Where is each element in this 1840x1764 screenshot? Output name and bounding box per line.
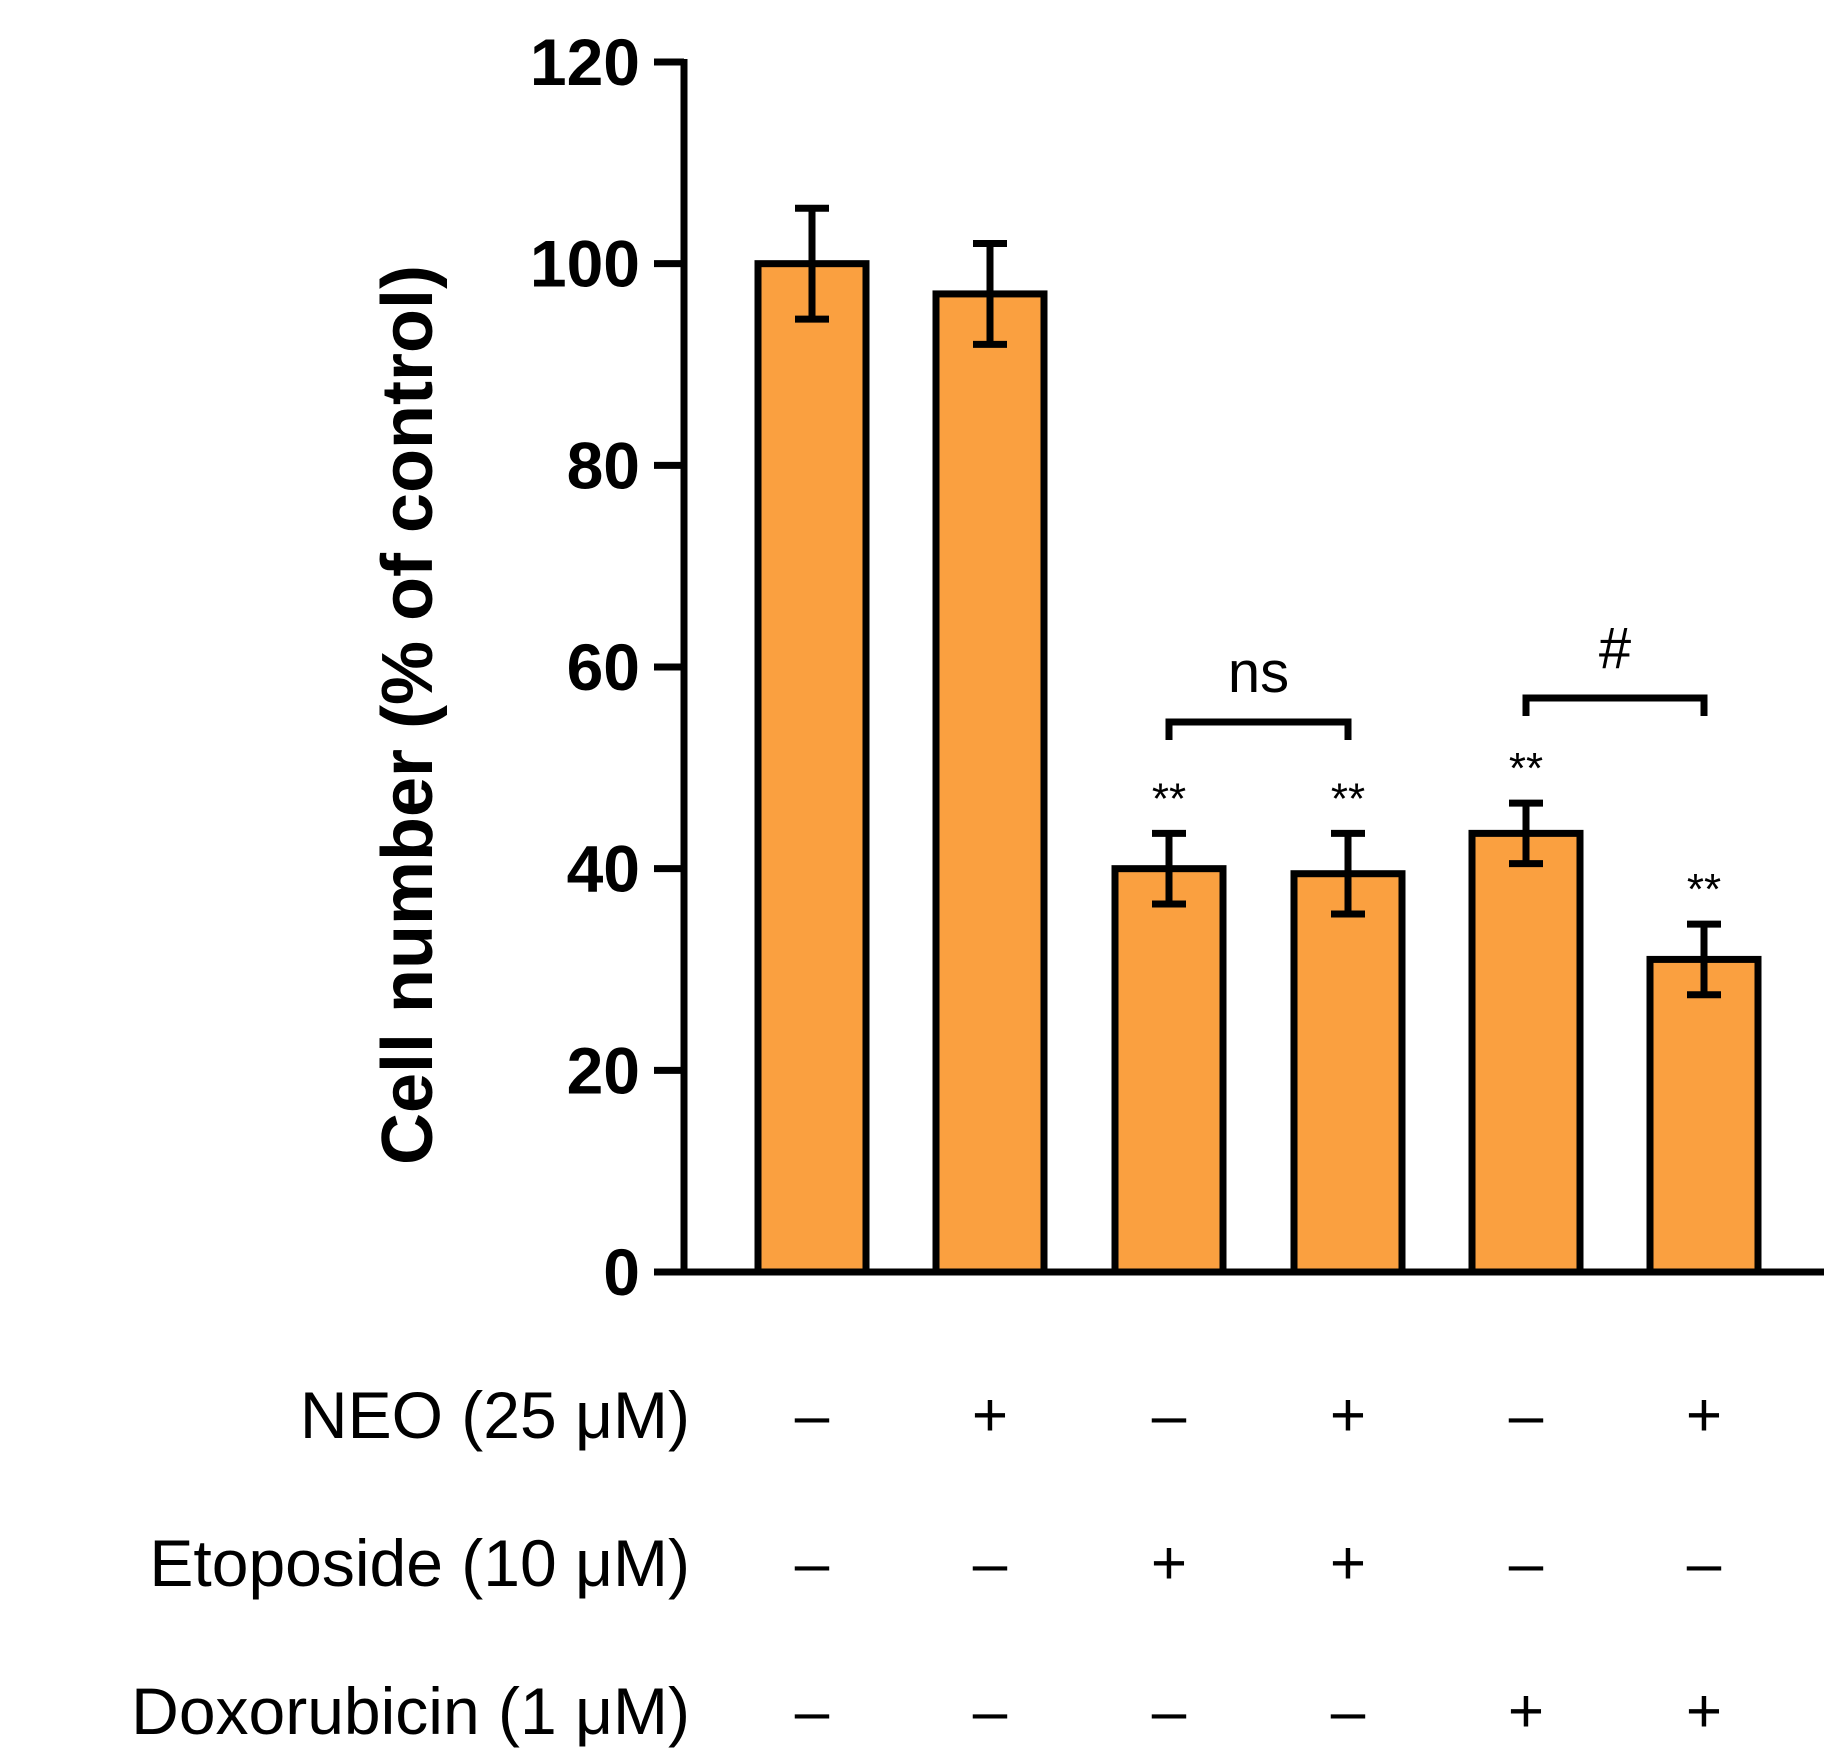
- y-tick-label-0: 0: [603, 1235, 640, 1309]
- bracket-label: ns: [1228, 640, 1289, 705]
- bracket-line: [1522, 694, 1708, 716]
- condition-sign-4: –: [1331, 1677, 1366, 1746]
- bar-4: [1290, 870, 1406, 1276]
- significance-annotations: ** ** ** ** ns #: [1152, 616, 1721, 914]
- error-bar-6: [1687, 920, 1721, 999]
- error-bar-4: [1331, 829, 1365, 918]
- condition-sign-4: +: [1330, 1529, 1366, 1598]
- bar-2: [932, 290, 1048, 1276]
- comparison-bracket-2: #: [1522, 616, 1708, 716]
- condition-sign-5: +: [1508, 1677, 1544, 1746]
- treatment-conditions-table: NEO (25 μM) – + – + – + Etoposide (10 μM) – – + + – –…: [131, 1378, 1722, 1748]
- y-tick-label-120: 120: [530, 25, 640, 99]
- error-bar-3: [1152, 829, 1186, 908]
- y-axis-ticks: 0 20 40 60 80 100 120: [530, 25, 684, 1309]
- y-axis-title: Cell number (% of control): [368, 265, 448, 1165]
- bars: [754, 260, 1762, 1276]
- condition-sign-2: +: [972, 1381, 1008, 1450]
- error-bar-1: [795, 204, 829, 323]
- condition-sign-2: –: [973, 1677, 1008, 1746]
- condition-row-2: Etoposide (10 μM) – – + + – –: [149, 1526, 1721, 1600]
- y-tick-label-20: 20: [567, 1033, 640, 1107]
- condition-row-3: Doxorubicin (1 μM) – – – – + +: [131, 1674, 1722, 1748]
- condition-label: Etoposide (10 μM): [149, 1526, 690, 1600]
- error-bar-2: [973, 240, 1007, 348]
- condition-sign-3: +: [1151, 1529, 1187, 1598]
- error-bar-5: [1509, 799, 1543, 868]
- comparison-bracket-1: ns: [1165, 640, 1352, 740]
- y-tick-label-100: 100: [530, 227, 640, 301]
- significance-stars-5: **: [1509, 744, 1543, 793]
- error-bars: [795, 204, 1721, 999]
- condition-label: NEO (25 μM): [300, 1378, 690, 1452]
- bar-5: [1468, 829, 1584, 1276]
- condition-sign-6: –: [1687, 1529, 1722, 1598]
- significance-stars-6: **: [1687, 865, 1721, 914]
- significance-stars-3: **: [1152, 774, 1186, 823]
- condition-sign-1: –: [795, 1529, 830, 1598]
- condition-sign-2: –: [973, 1529, 1008, 1598]
- condition-sign-1: –: [795, 1381, 830, 1450]
- significance-stars-4: **: [1331, 774, 1365, 823]
- bracket-line: [1165, 718, 1352, 740]
- condition-sign-6: +: [1686, 1677, 1722, 1746]
- condition-sign-5: –: [1509, 1529, 1544, 1598]
- bar-1: [754, 260, 870, 1276]
- condition-sign-3: –: [1152, 1381, 1187, 1450]
- condition-sign-6: +: [1686, 1381, 1722, 1450]
- bar-3: [1111, 865, 1227, 1276]
- condition-label: Doxorubicin (1 μM): [131, 1674, 690, 1748]
- condition-sign-3: –: [1152, 1677, 1187, 1746]
- bar-6: [1646, 955, 1762, 1276]
- condition-row-1: NEO (25 μM) – + – + – +: [300, 1378, 1722, 1452]
- bracket-label: #: [1599, 616, 1631, 681]
- condition-sign-1: –: [795, 1677, 830, 1746]
- y-tick-label-60: 60: [567, 630, 640, 704]
- condition-sign-5: –: [1509, 1381, 1544, 1450]
- y-tick-label-80: 80: [567, 428, 640, 502]
- y-tick-label-40: 40: [567, 832, 640, 906]
- condition-sign-4: +: [1330, 1381, 1366, 1450]
